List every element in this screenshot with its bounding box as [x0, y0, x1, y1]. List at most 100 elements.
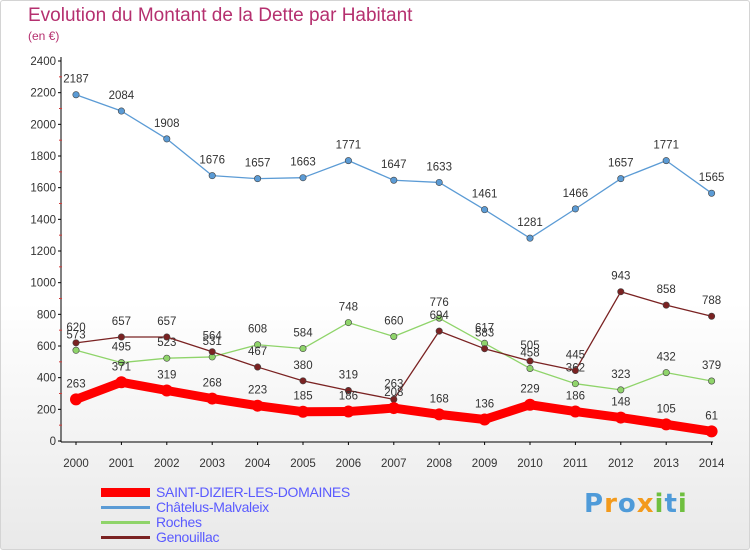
data-label-1: 1633 — [426, 161, 452, 173]
legend-label-chatelus: Châtelus-Malvaleix — [156, 499, 269, 515]
x-tick-label: 2003 — [199, 458, 225, 470]
data-label-2: 660 — [384, 316, 403, 328]
data-point-2 — [163, 354, 171, 362]
data-label-3: 788 — [702, 295, 721, 307]
y-tick-label: 1000 — [30, 278, 56, 290]
data-point-0 — [705, 425, 718, 438]
data-point-0 — [660, 418, 673, 431]
data-label-2: 776 — [430, 297, 449, 309]
data-label-1: 1908 — [154, 118, 180, 130]
x-tick-label: 2013 — [653, 458, 679, 470]
y-tick-label: 800 — [37, 309, 56, 321]
data-label-1: 1771 — [653, 140, 679, 152]
data-point-1 — [662, 157, 670, 165]
y-tick-label: 2000 — [30, 119, 56, 131]
data-point-3 — [163, 333, 171, 341]
data-label-3: 694 — [430, 310, 450, 322]
data-label-3: 505 — [520, 340, 539, 352]
data-label-0: 229 — [520, 384, 539, 396]
data-label-2: 495 — [112, 342, 131, 354]
data-label-0: 61 — [705, 410, 718, 422]
data-point-2 — [299, 345, 307, 353]
legend-item-chatelus: Châtelus-Malvaleix — [101, 499, 421, 515]
x-tick-label: 2012 — [608, 458, 634, 470]
legend-item-roches: Roches — [101, 514, 421, 530]
legend-label-genouillac: Genouillac — [156, 529, 220, 545]
data-label-0: 168 — [430, 393, 449, 405]
data-point-3 — [72, 339, 80, 347]
legend-swatch-saint-dizier — [101, 488, 150, 497]
data-label-3: 380 — [293, 360, 312, 372]
data-point-1 — [390, 176, 398, 184]
y-tick-label: 1400 — [30, 214, 56, 226]
data-point-3 — [481, 345, 489, 353]
data-point-2 — [708, 377, 716, 385]
chart-subtitle: (en €) — [28, 29, 60, 43]
data-point-0 — [342, 405, 355, 418]
data-point-0 — [115, 376, 128, 389]
data-point-3 — [571, 367, 579, 375]
data-label-3: 657 — [112, 316, 131, 328]
data-point-2 — [435, 314, 443, 322]
data-label-0: 263 — [66, 378, 85, 390]
data-point-2 — [617, 386, 625, 394]
data-label-0: 268 — [203, 378, 222, 390]
data-label-3: 858 — [657, 284, 676, 296]
x-tick-label: 2011 — [563, 458, 588, 470]
data-label-3: 319 — [339, 369, 358, 381]
data-label-1: 2084 — [109, 90, 135, 102]
x-tick-label: 2001 — [109, 458, 135, 470]
data-point-3 — [208, 348, 216, 356]
data-label-2: 432 — [657, 352, 676, 364]
data-point-1 — [708, 189, 716, 197]
data-point-0 — [297, 405, 309, 418]
y-tick-label: 600 — [37, 341, 56, 353]
data-point-0 — [524, 398, 536, 411]
data-label-1: 1281 — [517, 217, 543, 229]
data-point-2 — [344, 319, 352, 327]
data-point-1 — [254, 175, 262, 183]
data-point-3 — [662, 301, 670, 309]
data-point-3 — [344, 386, 352, 394]
data-point-0 — [160, 384, 173, 397]
legend-swatch-chatelus — [101, 506, 150, 509]
legend-item-saint-dizier: SAINT-DIZIER-LES-DOMAINES — [101, 484, 421, 500]
data-point-1 — [526, 234, 534, 242]
data-point-1 — [571, 205, 579, 213]
data-label-1: 1565 — [699, 172, 725, 184]
data-point-3 — [526, 357, 534, 365]
x-tick-label: 2004 — [245, 458, 271, 470]
data-point-0 — [206, 392, 219, 405]
data-point-1 — [163, 135, 171, 143]
y-tick-label: 0 — [50, 436, 56, 448]
data-label-0: 223 — [248, 385, 267, 397]
data-label-2: 748 — [339, 302, 358, 314]
data-label-2: 523 — [157, 337, 176, 349]
data-label-2: 617 — [475, 322, 494, 334]
data-label-1: 1466 — [563, 188, 589, 200]
line-chart: 0 200 400 600 800 1000 1200 1400 1600 1800 2000 220… — [30, 56, 725, 470]
data-label-3: 445 — [566, 350, 585, 362]
y-tick-label: 400 — [37, 373, 56, 385]
data-label-3: 620 — [66, 322, 85, 334]
data-point-1 — [617, 175, 625, 183]
data-point-2 — [117, 359, 125, 367]
data-point-1 — [299, 174, 307, 182]
x-tick-label: 2008 — [426, 458, 452, 470]
data-label-2: 531 — [203, 336, 222, 348]
data-point-2 — [390, 333, 398, 341]
data-label-1: 1647 — [381, 159, 407, 171]
data-point-0 — [251, 399, 264, 412]
y-tick-label: 200 — [37, 404, 56, 416]
data-point-3 — [617, 288, 625, 296]
data-point-1 — [435, 178, 443, 186]
data-point-3 — [117, 333, 125, 341]
data-point-0 — [569, 405, 582, 418]
data-point-0 — [387, 402, 400, 415]
data-label-0: 186 — [339, 391, 358, 403]
data-label-0: 186 — [566, 391, 585, 403]
data-label-3: 564 — [203, 331, 223, 343]
data-point-3 — [254, 363, 262, 371]
y-tick-label: 2200 — [30, 88, 56, 100]
